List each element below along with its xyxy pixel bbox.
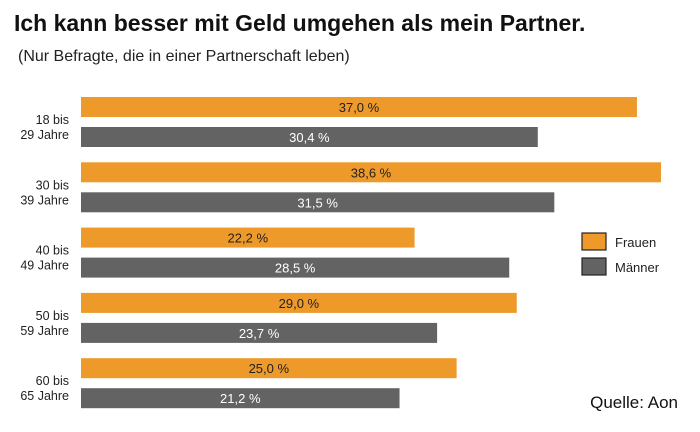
category-label: 40 bis xyxy=(36,244,69,258)
data-label: 21,2 % xyxy=(220,391,261,406)
category-label: 49 Jahre xyxy=(20,259,69,273)
bar-männer xyxy=(81,192,555,213)
data-label: 31,5 % xyxy=(297,195,338,210)
data-label: 23,7 % xyxy=(239,326,280,341)
bar-frauen xyxy=(81,358,457,379)
bar-männer xyxy=(81,322,438,343)
category-label: 65 Jahre xyxy=(20,389,69,403)
bar-frauen xyxy=(81,162,661,183)
data-label: 22,2 % xyxy=(228,231,269,246)
bar-männer xyxy=(81,127,538,147)
data-label: 25,0 % xyxy=(249,361,290,376)
legend-swatch xyxy=(581,257,607,276)
category-label: 30 bis xyxy=(36,178,69,192)
bar-frauen xyxy=(81,97,637,117)
category-label: 59 Jahre xyxy=(20,324,69,338)
data-label: 29,0 % xyxy=(279,296,320,311)
data-label: 38,6 % xyxy=(351,165,392,180)
chart-title: Ich kann besser mit Geld umgehen als mei… xyxy=(14,10,586,36)
data-label: 37,0 % xyxy=(339,100,380,115)
chart-subtitle: (Nur Befragte, die in einer Partnerschaf… xyxy=(18,48,350,65)
data-label: 30,4 % xyxy=(289,130,330,145)
bar-frauen xyxy=(81,227,415,248)
legend-label: Männer xyxy=(615,260,660,275)
bar-frauen xyxy=(81,292,517,313)
bar-männer xyxy=(81,257,510,278)
bar-männer xyxy=(81,388,400,409)
category-label: 29 Jahre xyxy=(20,128,69,142)
category-label: 39 Jahre xyxy=(20,193,69,207)
source-note: Quelle: Aon xyxy=(590,393,678,412)
category-label: 18 bis xyxy=(36,113,69,127)
legend-swatch xyxy=(581,232,607,251)
data-label: 28,5 % xyxy=(275,261,316,276)
legend-label: Frauen xyxy=(615,235,656,250)
category-label: 50 bis xyxy=(36,309,69,323)
category-label: 60 bis xyxy=(36,374,69,388)
